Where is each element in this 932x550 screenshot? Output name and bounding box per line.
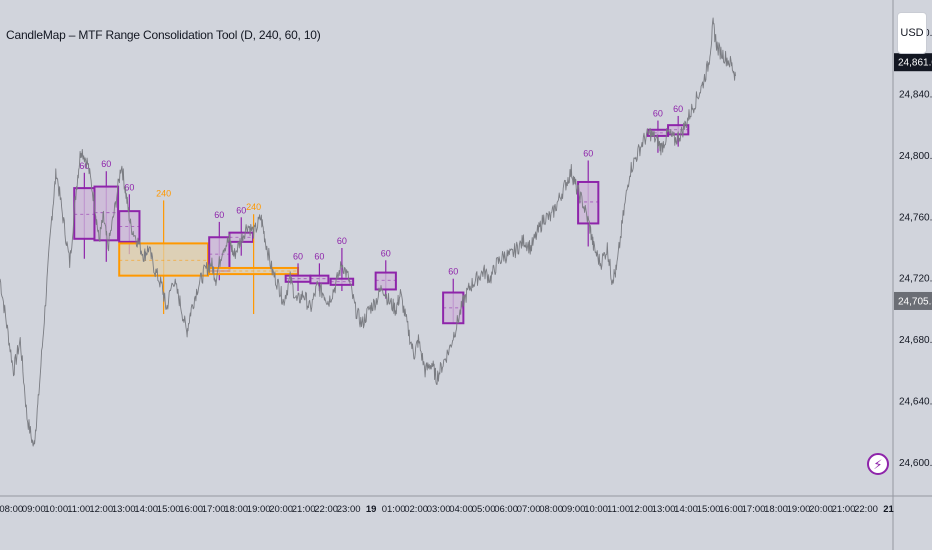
- time-tick-label: 23:00: [337, 504, 361, 515]
- time-tick-label: 12:00: [89, 504, 113, 515]
- range-box-60[interactable]: 60: [442, 267, 465, 325]
- time-tick-label: 16:00: [719, 504, 743, 515]
- range-box-body: [374, 271, 397, 291]
- range-box-label: 60: [293, 251, 303, 261]
- time-tick-label: 20:00: [809, 504, 833, 515]
- time-tick-label: 18:00: [764, 504, 788, 515]
- time-tick-label: 13:00: [112, 504, 136, 515]
- range-box-label: 60: [124, 182, 134, 192]
- time-tick-label: 06:00: [494, 504, 518, 515]
- lightning-bolt-icon[interactable]: ⚡: [867, 453, 889, 475]
- range-box-60[interactable]: 60: [577, 148, 600, 247]
- range-box-label: 60: [236, 205, 246, 215]
- time-tick-label: 22:00: [854, 504, 878, 515]
- range-box-label: 240: [156, 188, 171, 198]
- range-box-60[interactable]: 60: [73, 161, 96, 259]
- price-tick-label: 24,600.00: [899, 458, 932, 469]
- price-tick-label: 24,800.00: [899, 151, 932, 162]
- range-box-label: 60: [583, 148, 593, 158]
- range-box-label: 60: [448, 267, 458, 277]
- time-tick-label: 17:00: [202, 504, 226, 515]
- time-tick-label: 21:00: [832, 504, 856, 515]
- time-tick-label: 14:00: [134, 504, 158, 515]
- range-box-label: 60: [381, 248, 391, 258]
- time-tick-label: 19: [366, 504, 377, 515]
- range-box-label: 60: [314, 251, 324, 261]
- time-tick-label: 08:00: [539, 504, 563, 515]
- time-tick-label: 21: [883, 504, 894, 515]
- range-box-label: 60: [337, 236, 347, 246]
- range-box-label: 60: [214, 210, 224, 220]
- price-line-layer: [0, 17, 736, 447]
- time-tick-label: 05:00: [472, 504, 496, 515]
- time-tick-label: 10:00: [584, 504, 608, 515]
- price-axis[interactable]: 24,880.0024,840.0024,800.0024,760.0024,7…: [892, 0, 932, 550]
- indicator-title[interactable]: CandleMap – MTF Range Consolidation Tool…: [6, 28, 321, 42]
- currency-button[interactable]: USD: [897, 12, 927, 54]
- range-box-60[interactable]: 60: [118, 182, 141, 255]
- price-tick-label: 24,680.00: [899, 335, 932, 346]
- time-tick-label: 07:00: [517, 504, 541, 515]
- time-tick-label: 19:00: [247, 504, 271, 515]
- range-box-label: 240: [246, 202, 261, 212]
- time-tick-label: 22:00: [314, 504, 338, 515]
- time-tick-label: 15:00: [697, 504, 721, 515]
- time-tick-label: 11:00: [607, 504, 630, 515]
- range-box-label: 60: [79, 161, 89, 171]
- time-tick-label: 01:00: [382, 504, 406, 515]
- range-box-60[interactable]: 60: [667, 104, 690, 147]
- price-label-text: 24,861.00: [898, 58, 932, 69]
- time-tick-label: 19:00: [787, 504, 811, 515]
- range-box-body: [309, 274, 330, 285]
- time-tick-label: 17:00: [742, 504, 766, 515]
- time-tick-label: 18:00: [224, 504, 248, 515]
- price-series-line: [0, 17, 736, 447]
- price-label-text: 24,705.50: [898, 296, 932, 307]
- time-tick-label: 10:00: [44, 504, 68, 515]
- time-tick-label: 09:00: [22, 504, 46, 515]
- level-price-label: 24,705.50: [894, 291, 932, 310]
- range-box-body: [73, 187, 96, 240]
- time-tick-label: 08:00: [0, 504, 23, 515]
- time-tick-label: 20:00: [269, 504, 293, 515]
- price-label-bg: [894, 291, 932, 310]
- time-tick-label: 13:00: [652, 504, 676, 515]
- time-tick-label: 14:00: [674, 504, 698, 515]
- price-tick-label: 24,720.00: [899, 274, 932, 285]
- range-box-body: [577, 180, 600, 225]
- price-tick-label: 24,640.00: [899, 397, 932, 408]
- range-box-label: 60: [101, 159, 111, 169]
- time-tick-label: 15:00: [157, 504, 181, 515]
- range-box-label: 60: [653, 109, 663, 119]
- range-box-60[interactable]: 60: [208, 210, 231, 281]
- time-tick-label: 02:00: [404, 504, 428, 515]
- current-price-label: 24,861.00: [894, 53, 932, 72]
- range-box-body: [118, 242, 210, 277]
- time-tick-label: 12:00: [629, 504, 653, 515]
- time-tick-label: 21:00: [292, 504, 316, 515]
- range-box-60[interactable]: 60: [309, 251, 330, 291]
- price-tick-label: 24,760.00: [899, 212, 932, 223]
- price-tick-label: 24,840.00: [899, 89, 932, 100]
- time-tick-label: 11:00: [67, 504, 90, 515]
- range-box-label: 60: [673, 104, 683, 114]
- range-box-body: [442, 291, 465, 325]
- time-tick-label: 16:00: [179, 504, 203, 515]
- time-tick-label: 04:00: [449, 504, 473, 515]
- time-tick-label: 03:00: [427, 504, 451, 515]
- price-label-bg: [894, 53, 932, 72]
- time-tick-label: 09:00: [562, 504, 586, 515]
